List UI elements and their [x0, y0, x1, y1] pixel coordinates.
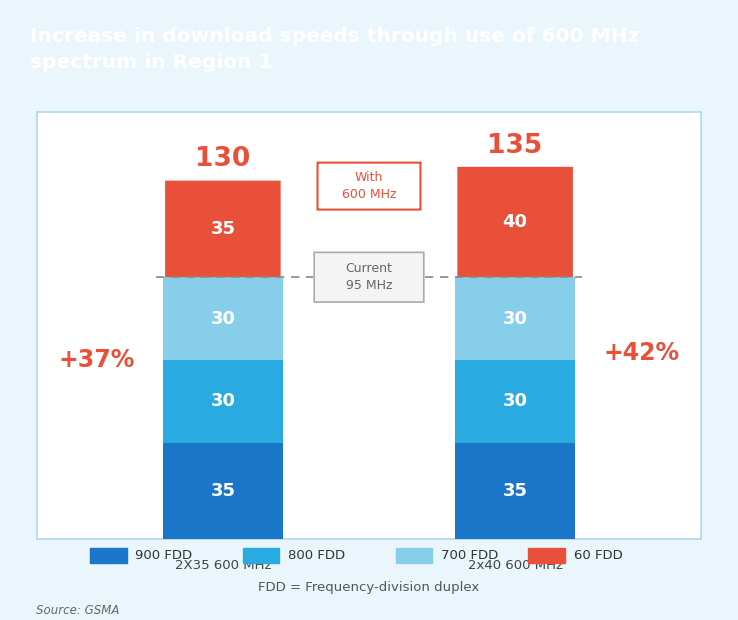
- Text: With
600 MHz: With 600 MHz: [342, 171, 396, 201]
- Text: FDD = Frequency-division duplex: FDD = Frequency-division duplex: [258, 581, 480, 593]
- FancyBboxPatch shape: [317, 162, 421, 210]
- Text: 35: 35: [210, 482, 235, 500]
- FancyBboxPatch shape: [314, 252, 424, 302]
- Bar: [455, 277, 575, 360]
- Text: 35: 35: [210, 220, 235, 238]
- Text: 30: 30: [503, 392, 528, 410]
- Bar: [455, 360, 575, 443]
- Bar: [163, 443, 283, 539]
- Bar: [396, 549, 432, 562]
- Bar: [528, 549, 565, 562]
- Text: 35: 35: [503, 482, 528, 500]
- Bar: [90, 549, 127, 562]
- Text: 60 FDD: 60 FDD: [573, 549, 622, 562]
- FancyBboxPatch shape: [458, 167, 573, 277]
- Text: Source: GSMA: Source: GSMA: [36, 604, 120, 617]
- Text: Increase in download speeds through use of 600 MHz
spectrum in Region 1: Increase in download speeds through use …: [30, 27, 639, 72]
- Text: +42%: +42%: [603, 341, 680, 365]
- Text: 900 FDD: 900 FDD: [135, 549, 193, 562]
- Text: Current
95 MHz: Current 95 MHz: [345, 262, 393, 292]
- Bar: [455, 443, 575, 539]
- Bar: [163, 277, 283, 360]
- Text: 130: 130: [196, 146, 250, 172]
- FancyBboxPatch shape: [165, 180, 280, 277]
- Text: 2x40 600 MHz: 2x40 600 MHz: [468, 559, 562, 572]
- Text: 40: 40: [503, 213, 528, 231]
- Bar: [243, 549, 280, 562]
- Text: +37%: +37%: [58, 348, 135, 372]
- Text: 135: 135: [488, 133, 542, 159]
- Text: 30: 30: [210, 392, 235, 410]
- Text: 2X35 600 MHz: 2X35 600 MHz: [175, 559, 271, 572]
- Text: 800 FDD: 800 FDD: [288, 549, 345, 562]
- Text: 30: 30: [503, 309, 528, 327]
- Text: 30: 30: [210, 309, 235, 327]
- Bar: [163, 360, 283, 443]
- Text: 700 FDD: 700 FDD: [441, 549, 498, 562]
